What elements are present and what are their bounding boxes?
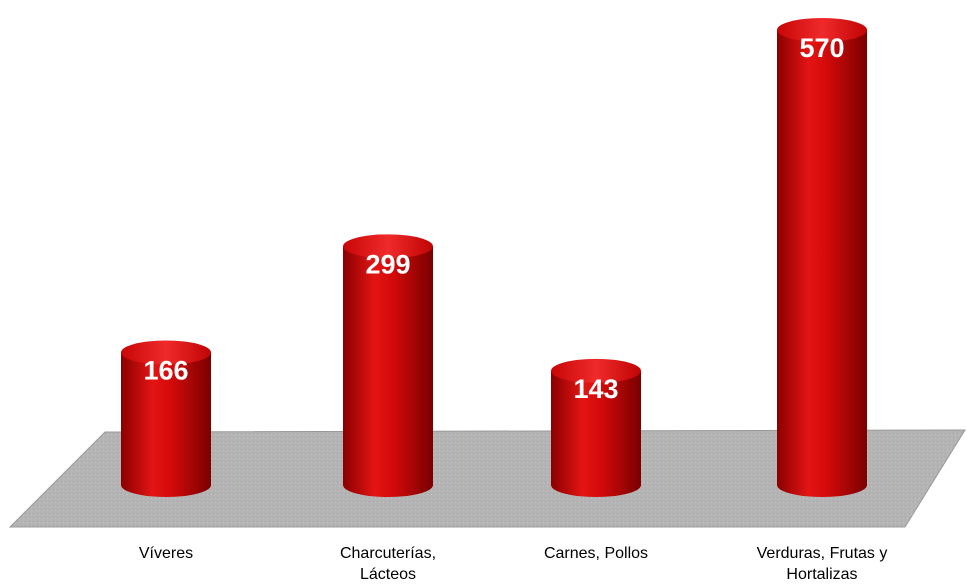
value-label: 166 — [143, 356, 188, 386]
value-label: 299 — [365, 249, 410, 279]
x-tick-label: Víveres — [138, 545, 194, 562]
bar-top — [777, 18, 867, 42]
x-tick-label: Verduras, Frutas y Hortalizas — [756, 545, 888, 583]
x-tick-label: Charcuterías, Lácteos — [339, 545, 437, 583]
bar-top — [551, 358, 641, 383]
bar-top — [121, 340, 211, 365]
bar — [551, 370, 641, 485]
bar — [121, 352, 211, 485]
floor — [8, 429, 966, 528]
bar — [777, 30, 867, 485]
bar — [343, 246, 433, 485]
bar-top — [343, 234, 433, 259]
value-label: 570 — [799, 33, 844, 63]
x-tick-label: Carnes, Pollos — [543, 545, 649, 562]
value-label: 143 — [573, 374, 618, 404]
